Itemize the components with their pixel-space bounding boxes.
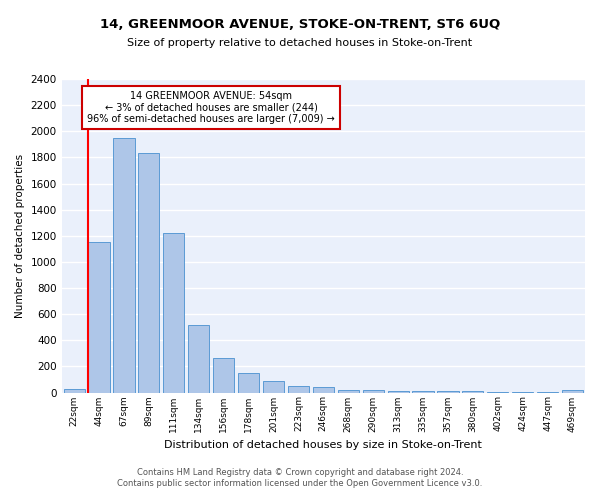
Bar xyxy=(213,358,234,392)
Text: 14, GREENMOOR AVENUE, STOKE-ON-TRENT, ST6 6UQ: 14, GREENMOOR AVENUE, STOKE-ON-TRENT, ST… xyxy=(100,18,500,30)
Text: 14 GREENMOOR AVENUE: 54sqm
← 3% of detached houses are smaller (244)
96% of semi: 14 GREENMOOR AVENUE: 54sqm ← 3% of detac… xyxy=(88,91,335,124)
Bar xyxy=(263,382,284,392)
Bar xyxy=(238,373,259,392)
Text: Size of property relative to detached houses in Stoke-on-Trent: Size of property relative to detached ho… xyxy=(127,38,473,48)
Bar xyxy=(113,138,134,392)
Bar xyxy=(437,391,458,392)
Bar xyxy=(288,386,309,392)
Text: Contains HM Land Registry data © Crown copyright and database right 2024.
Contai: Contains HM Land Registry data © Crown c… xyxy=(118,468,482,487)
X-axis label: Distribution of detached houses by size in Stoke-on-Trent: Distribution of detached houses by size … xyxy=(164,440,482,450)
Y-axis label: Number of detached properties: Number of detached properties xyxy=(15,154,25,318)
Bar xyxy=(412,391,434,392)
Bar xyxy=(338,390,359,392)
Bar xyxy=(88,242,110,392)
Bar xyxy=(362,390,384,392)
Bar xyxy=(163,233,184,392)
Bar xyxy=(138,154,160,392)
Bar xyxy=(313,388,334,392)
Bar xyxy=(388,390,409,392)
Bar xyxy=(64,388,85,392)
Bar xyxy=(562,390,583,392)
Bar xyxy=(188,324,209,392)
